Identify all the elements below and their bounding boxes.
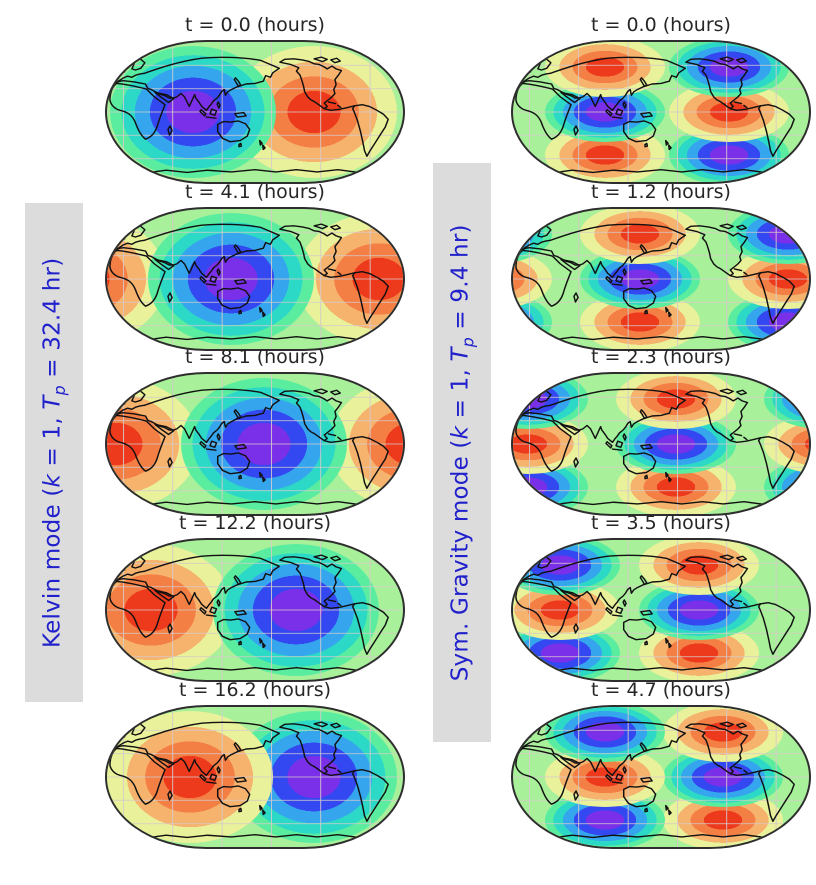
map-panel-gravity-1: t = 1.2 (hours): [511, 179, 811, 353]
world-map: [511, 40, 811, 184]
world-map: [105, 538, 405, 682]
coastline-grid-overlay: [107, 707, 403, 847]
panel-time-title: t = 1.2 (hours): [591, 181, 731, 203]
world-map: [105, 207, 405, 351]
world-map: [511, 538, 811, 682]
panel-time-title: t = 4.1 (hours): [185, 181, 325, 203]
world-map: [105, 705, 405, 849]
panel-time-title: t = 0.0 (hours): [591, 14, 731, 36]
coastline-grid-overlay: [107, 209, 403, 349]
map-panel-gravity-2: t = 2.3 (hours): [511, 344, 811, 518]
coastline-grid-overlay: [107, 42, 403, 182]
panel-time-title: t = 3.5 (hours): [591, 512, 731, 534]
coastline-grid-overlay: [107, 374, 403, 514]
panel-time-title: t = 16.2 (hours): [178, 679, 332, 701]
world-map: [105, 40, 405, 184]
sym-gravity-mode-label: Sym. Gravity mode (k = 1, Tp = 9.4 hr): [433, 163, 491, 742]
panel-time-title: t = 2.3 (hours): [591, 346, 731, 368]
map-panel-gravity-0: t = 0.0 (hours): [511, 12, 811, 186]
coastline-grid-overlay: [513, 540, 809, 680]
sym-gravity-mode-column: t = 0.0 (hours) t = 1.2 (hours) t = 2.3 …: [511, 0, 811, 885]
world-map: [511, 372, 811, 516]
coastline-grid-overlay: [513, 374, 809, 514]
kelvin-mode-label-text: Kelvin mode (k = 1, Tp = 32.4 hr): [39, 257, 69, 648]
panel-time-title: t = 0.0 (hours): [185, 14, 325, 36]
coastline-grid-overlay: [513, 707, 809, 847]
panel-time-title: t = 4.7 (hours): [591, 679, 731, 701]
world-map: [511, 207, 811, 351]
map-panel-gravity-4: t = 4.7 (hours): [511, 677, 811, 851]
map-panel-kelvin-1: t = 4.1 (hours): [105, 179, 405, 353]
kelvin-mode-label: Kelvin mode (k = 1, Tp = 32.4 hr): [25, 203, 83, 702]
map-panel-gravity-3: t = 3.5 (hours): [511, 510, 811, 684]
sym-gravity-mode-label-text: Sym. Gravity mode (k = 1, Tp = 9.4 hr): [447, 224, 477, 681]
coastline-grid-overlay: [513, 209, 809, 349]
coastline-grid-overlay: [107, 540, 403, 680]
panel-time-title: t = 12.2 (hours): [178, 512, 332, 534]
map-panel-kelvin-3: t = 12.2 (hours): [105, 510, 405, 684]
world-map: [511, 705, 811, 849]
panel-time-title: t = 8.1 (hours): [185, 346, 325, 368]
map-panel-kelvin-2: t = 8.1 (hours): [105, 344, 405, 518]
kelvin-mode-column: t = 0.0 (hours) t = 4.1 (hours) t = 8.1 …: [105, 0, 405, 885]
world-map: [105, 372, 405, 516]
map-panel-kelvin-0: t = 0.0 (hours): [105, 12, 405, 186]
map-panel-kelvin-4: t = 16.2 (hours): [105, 677, 405, 851]
coastline-grid-overlay: [513, 42, 809, 182]
